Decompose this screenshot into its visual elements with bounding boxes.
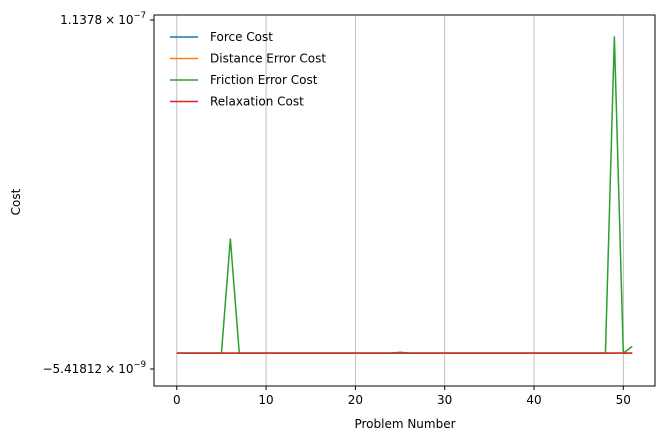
x-tick-label: 10 [258,393,273,407]
plot-frame [153,14,656,387]
legend-label: Force Cost [210,30,273,44]
y-tick-label-top: 1.1378 × 10−7 [60,11,146,27]
x-axis-label: Problem Number [354,417,455,431]
legend-label: Relaxation Cost [210,95,304,109]
y-axis-label: Cost [9,188,23,215]
x-axis: 0 10 20 30 40 50 [173,386,631,407]
grid-lines [176,15,624,386]
legend: Force Cost Distance Error Cost Friction Er… [170,30,326,109]
x-tick-label: 30 [437,393,452,407]
x-tick-label: 50 [616,393,631,407]
series-lines [176,36,633,354]
legend-label: Friction Error Cost [210,73,318,87]
legend-label: Distance Error Cost [210,52,326,66]
x-tick-label: 20 [348,393,363,407]
y-tick-label-bottom: −5.41812 × 10−9 [42,360,146,376]
x-tick-label: 0 [173,393,181,407]
x-tick-label: 40 [526,393,541,407]
y-axis: 1.1378 × 10−7 −5.41812 × 10−9 [42,11,154,376]
